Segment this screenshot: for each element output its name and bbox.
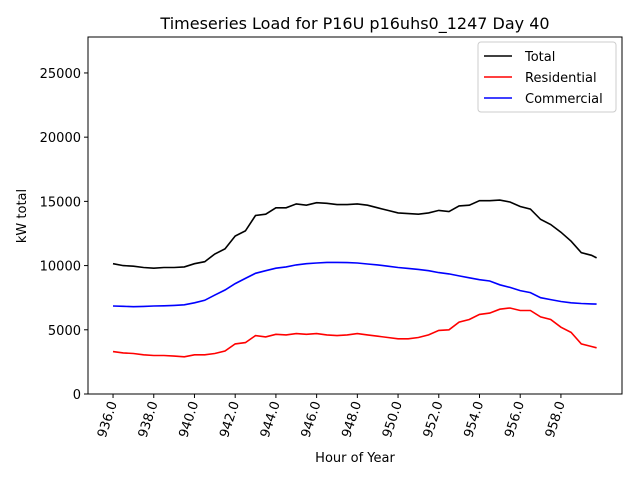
legend-label-residential: Residential: [525, 71, 597, 86]
x-tick-label: 958.0: [543, 400, 569, 440]
y-tick-label: 5000: [48, 324, 81, 339]
legend-label-total: Total: [524, 50, 555, 65]
legend: Total Residential Commercial: [477, 41, 617, 113]
x-tick-label: 940.0: [177, 400, 203, 440]
y-tick-label: 15000: [40, 195, 81, 210]
series-line-residential: [112, 307, 597, 358]
y-tick-label: 10000: [40, 260, 81, 275]
x-tick-label: 942.0: [217, 400, 243, 440]
x-tick-label: 936.0: [95, 400, 121, 440]
x-tick-label: 938.0: [136, 400, 162, 440]
y-tick-label: 0: [73, 388, 81, 403]
y-tick-label: 25000: [40, 67, 81, 82]
x-tick-label: 946.0: [299, 400, 325, 440]
y-tick-label: 20000: [40, 131, 81, 146]
x-tick-label: 948.0: [339, 400, 365, 440]
plot-frame: [87, 36, 623, 395]
chart-title: Timeseries Load for P16U p16uhs0_1247 Da…: [159, 14, 549, 34]
x-tick-label: 950.0: [380, 400, 406, 440]
x-tick-label: 944.0: [258, 400, 284, 440]
x-tick-label: 954.0: [462, 400, 488, 440]
y-axis-label: kW total: [15, 189, 30, 243]
x-tick-label: 956.0: [502, 400, 528, 440]
series-line-commercial: [112, 261, 597, 308]
x-tick-label: 952.0: [421, 400, 447, 440]
x-axis-label: Hour of Year: [315, 451, 395, 466]
legend-label-commercial: Commercial: [525, 92, 603, 107]
series-line-total: [112, 199, 597, 270]
